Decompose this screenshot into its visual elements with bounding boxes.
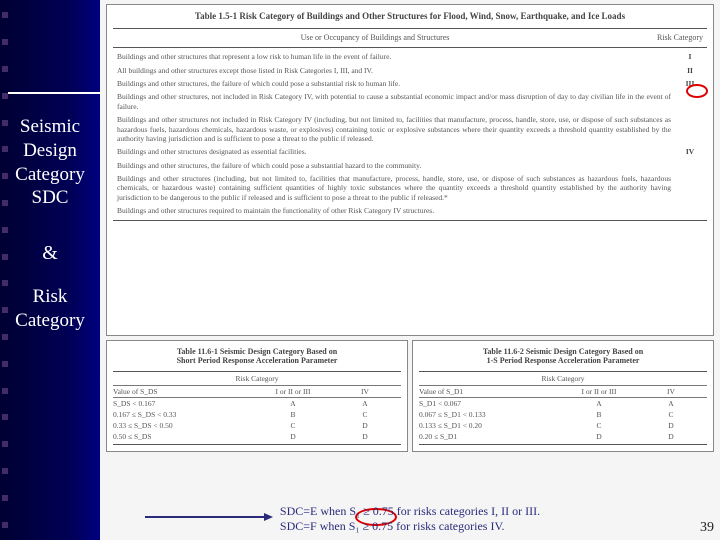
sidebar-title-2: Risk Category [0,285,100,333]
col-head-left: Use or Occupancy of Buildings and Struct… [117,33,633,43]
footer-notes: SDC=E when S₁ ≥ 0.75 for risks categorie… [100,504,720,534]
sidebar-amp: & [0,242,100,265]
table-title: Table 11.6-2 Seismic Design Category Bas… [419,345,707,369]
col-head: IV [329,387,401,396]
table-row: Buildings and other structures, the fail… [113,159,707,172]
table-row: Buildings and other structures required … [113,204,707,217]
sdc-tables-row: Table 11.6-1 Seismic Design Category Bas… [106,340,714,452]
sidebar-title-1: Seismic Design Category SDC [0,115,100,210]
footer-line: SDC=E when S₁ ≥ 0.75 for risks categorie… [280,504,540,519]
row-text: All buildings and other structures excep… [117,66,671,75]
sidebar-line: Category [0,309,100,333]
col-head: IV [635,387,707,396]
row-text: Buildings and other structures, the fail… [117,79,671,88]
table-row: All buildings and other structures excep… [113,64,707,77]
row-text: Buildings and other structures (includin… [117,174,671,202]
sidebar-line: Seismic [0,115,100,139]
row-text: Buildings and other structures required … [117,206,671,215]
sidebar: Seismic Design Category SDC & Risk Categ… [0,0,100,540]
row-category [677,206,703,215]
table-row: 0.20 ≤ S_D1DD [419,431,707,442]
row-category: II [677,66,703,75]
page-number: 39 [700,520,714,536]
table-row: S_DS < 0.167AA [113,398,401,409]
row-category: I [677,52,703,61]
table-sdc-short-period: Table 11.6-1 Seismic Design Category Bas… [106,340,408,452]
table-row: Buildings and other structures, not incl… [113,90,707,113]
col-head: I or II or III [563,387,635,396]
row-text: Buildings and other structures not inclu… [117,115,671,143]
table-subhead: Use or Occupancy of Buildings and Struct… [113,31,707,45]
row-text: Buildings and other structures, the fail… [117,161,671,170]
sidebar-line: Risk [0,285,100,309]
table-title: Table 1.5-1 Risk Category of Buildings a… [113,9,707,26]
row-text: Buildings and other structures that repr… [117,52,671,61]
row-category: IV [677,147,703,156]
row-text: Buildings and other structures, not incl… [117,92,671,111]
circle-highlight-icon [686,84,708,98]
main-content: Table 1.5-1 Risk Category of Buildings a… [100,0,720,540]
sidebar-line: SDC [0,186,100,210]
table-row: 0.50 ≤ S_DSDD [113,431,401,442]
row-category [677,174,703,202]
table-row: Buildings and other structures, the fail… [113,77,707,90]
table-body: Buildings and other structures that repr… [113,50,707,217]
table-row: Buildings and other structures that repr… [113,50,707,63]
table-sdc-1s-period: Table 11.6-2 Seismic Design Category Bas… [412,340,714,452]
row-category [677,161,703,170]
arrow-icon [8,92,103,94]
row-text: Buildings and other structures designate… [117,147,671,156]
table-row: 0.067 ≤ S_D1 < 0.133BC [419,409,707,420]
table-title: Table 11.6-1 Seismic Design Category Bas… [113,345,401,369]
sidebar-line: Design [0,139,100,163]
col-head: Value of S_D1 [419,387,563,396]
table-body: S_D1 < 0.067AA0.067 ≤ S_D1 < 0.133BC0.13… [419,398,707,442]
table-row: Buildings and other structures designate… [113,145,707,158]
table-row: 0.133 ≤ S_D1 < 0.20CD [419,420,707,431]
table-body: S_DS < 0.167AA0.167 ≤ S_DS < 0.33BC0.33 … [113,398,401,442]
table-row: Buildings and other structures not inclu… [113,113,707,145]
table-risk-category: Table 1.5-1 Risk Category of Buildings a… [106,4,714,336]
footer-line: SDC=F when S₁ ≥ 0.75 for risks categorie… [280,519,540,534]
sidebar-dots [2,2,14,538]
col-head: I or II or III [257,387,329,396]
row-category [677,115,703,143]
table-row: 0.167 ≤ S_DS < 0.33BC [113,409,401,420]
table-row: Buildings and other structures (includin… [113,172,707,204]
subhead: Risk Category [419,374,707,383]
col-head: Value of S_DS [113,387,257,396]
subhead: Risk Category [113,374,401,383]
sidebar-line: Category [0,163,100,187]
table-row: S_D1 < 0.067AA [419,398,707,409]
col-head-right: Risk Category [633,33,703,43]
table-row: 0.33 ≤ S_DS < 0.50CD [113,420,401,431]
